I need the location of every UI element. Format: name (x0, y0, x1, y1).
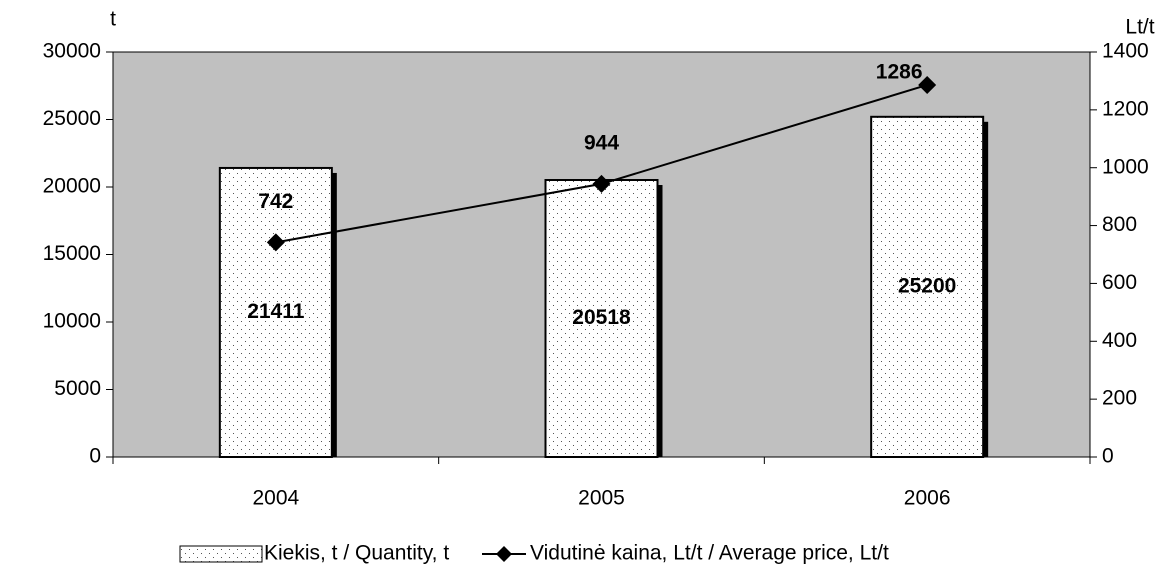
y2-tick-label: 800 (1102, 213, 1137, 236)
bar-value-label: 21411 (247, 300, 305, 323)
y2-tick-label: 1400 (1102, 40, 1149, 63)
y-axis-label: t (110, 8, 116, 31)
bar-value-label: 20518 (572, 306, 631, 329)
line-value-label: 944 (584, 131, 619, 154)
y-tick-label: 30000 (43, 40, 101, 63)
bar (870, 115, 985, 459)
y-tick-label: 10000 (43, 310, 101, 333)
legend-label: Vidutinė kaina, Lt/t / Average price, Lt… (530, 542, 889, 565)
x-tick-label: 2005 (578, 487, 625, 510)
bar-value-label: 25200 (898, 274, 956, 297)
y-tick-label: 20000 (43, 175, 101, 198)
y-tick-label: 15000 (43, 242, 101, 265)
x-tick-label: 2006 (904, 487, 951, 510)
y2-tick-label: 1000 (1102, 155, 1149, 178)
y2-tick-label: 1200 (1102, 97, 1149, 120)
line-value-label: 742 (258, 190, 293, 213)
y-tick-label: 0 (89, 445, 101, 468)
legend-marker (496, 546, 512, 562)
y2-tick-label: 0 (1102, 445, 1114, 468)
y2-tick-label: 200 (1102, 387, 1137, 410)
legend-swatch (179, 545, 263, 563)
bar (544, 179, 659, 459)
y2-tick-label: 400 (1102, 329, 1137, 352)
line-value-label: 1286 (876, 61, 923, 84)
marker (592, 174, 611, 193)
y2-tick-label: 600 (1102, 271, 1137, 294)
legend-label: Kiekis, t / Quantity, t (264, 542, 449, 565)
bar (218, 166, 333, 458)
marker (918, 75, 937, 94)
y-tick-label: 5000 (54, 377, 101, 400)
y-tick-label: 25000 (43, 107, 101, 130)
y2-axis-label: Lt/t (1125, 16, 1154, 39)
x-tick-label: 2004 (252, 487, 299, 510)
marker (266, 233, 285, 252)
